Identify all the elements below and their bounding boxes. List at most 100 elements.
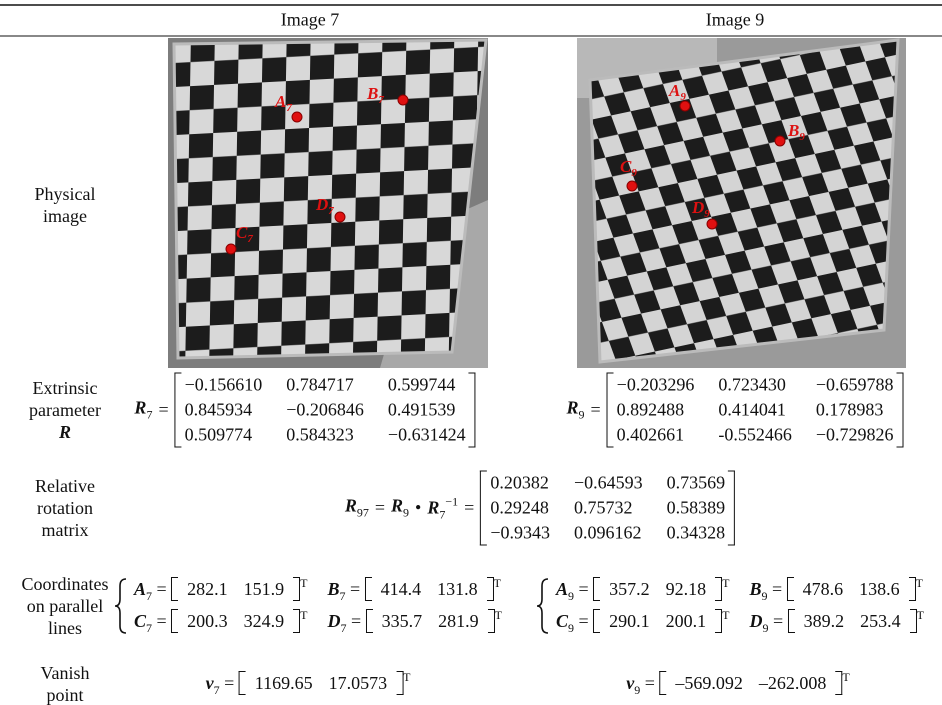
matrix-cell: −0.9343 bbox=[490, 521, 550, 546]
vector-equation: v7 = 1169.6517.0573T bbox=[206, 673, 411, 693]
bracket-left bbox=[788, 609, 795, 633]
bracket-left bbox=[365, 577, 372, 601]
matrix-cell: 0.20382 bbox=[490, 471, 550, 496]
transpose: T bbox=[722, 576, 729, 590]
bracket-left bbox=[171, 609, 178, 633]
matrix-cell: 0.509774 bbox=[185, 423, 263, 448]
bracket-right bbox=[715, 577, 722, 601]
row-label-line: lines bbox=[22, 617, 109, 639]
vector-equation: D7 = 335.7281.9T bbox=[328, 608, 503, 636]
image-9 bbox=[577, 38, 906, 368]
vector-value: 389.2 bbox=[804, 611, 845, 631]
matrix-cell: 0.096162 bbox=[574, 521, 643, 546]
vector-equation: D9 = 389.2253.4T bbox=[750, 608, 925, 636]
bracket-left bbox=[593, 609, 600, 633]
point-label-sub: 9 bbox=[704, 208, 710, 220]
matrix-cell: 0.584323 bbox=[286, 423, 364, 448]
transpose: T bbox=[842, 670, 849, 684]
row-label-line: Coordinates bbox=[22, 573, 109, 595]
extrinsic-equation: R9=−0.2032960.723430−0.6597880.8924880.4… bbox=[567, 373, 904, 448]
symbol-letter: R bbox=[391, 496, 403, 516]
vector-value: 92.18 bbox=[666, 579, 707, 599]
row-label: Relativerotationmatrix bbox=[35, 475, 95, 541]
vector-value: 1169.65 bbox=[255, 673, 313, 693]
symbol-letter: R bbox=[427, 497, 439, 517]
equals: = bbox=[375, 498, 385, 519]
symbol-subscript: 97 bbox=[357, 506, 369, 520]
bracket-left bbox=[607, 373, 614, 448]
row-label-line: Extrinsic bbox=[29, 377, 101, 399]
symbol-letter: B bbox=[328, 579, 340, 599]
transpose: T bbox=[917, 608, 924, 622]
symbol-subscript: 9 bbox=[634, 683, 640, 697]
row-label-line: parameter bbox=[29, 399, 101, 421]
equals: = bbox=[773, 611, 783, 631]
transpose: T bbox=[722, 608, 729, 622]
row-label-line: matrix bbox=[35, 519, 95, 541]
row-label-line: image bbox=[35, 205, 96, 227]
symbol-subscript: 7 bbox=[146, 589, 152, 603]
coordinate-system: A9 = 357.292.18TB9 = 478.6138.6TC9 = 290… bbox=[536, 576, 924, 636]
row-label-line: rotation bbox=[35, 497, 95, 519]
symbol: A7 bbox=[134, 579, 152, 599]
bracket-left bbox=[239, 671, 246, 695]
symbol-subscript: 9 bbox=[762, 589, 768, 603]
point-label-letter: D bbox=[315, 195, 328, 214]
symbol-subscript: 7 bbox=[214, 683, 220, 697]
vector: 200.3324.9 bbox=[171, 609, 300, 633]
matrix-cell: 0.414041 bbox=[718, 398, 792, 423]
operator: • bbox=[415, 498, 421, 519]
transpose: T bbox=[403, 670, 410, 684]
symbol: R9 bbox=[391, 496, 409, 521]
matrix-cell: 0.58389 bbox=[667, 496, 726, 521]
symbol: B7 bbox=[328, 579, 346, 599]
bracket-right bbox=[487, 577, 494, 601]
symbol-subscript: 9 bbox=[763, 621, 769, 635]
transpose: T bbox=[494, 576, 501, 590]
symbol: D9 bbox=[750, 611, 769, 631]
row-label-line: on parallel bbox=[22, 595, 109, 617]
point-label-sub: 9 bbox=[680, 91, 686, 103]
bracket-right bbox=[293, 577, 300, 601]
transpose: T bbox=[300, 608, 307, 622]
matrix-cell: 0.845934 bbox=[185, 398, 263, 423]
matrix-cell: 0.34328 bbox=[667, 521, 726, 546]
symbol-letter: R bbox=[134, 398, 146, 418]
point-label-letter: C bbox=[620, 157, 632, 176]
matrix: −0.2032960.723430−0.6597880.8924880.4140… bbox=[607, 373, 904, 448]
bracket-right bbox=[896, 373, 903, 448]
symbol-letter: R bbox=[345, 496, 357, 516]
point-label-letter: A bbox=[274, 92, 286, 111]
symbol: v9 bbox=[626, 673, 640, 693]
matrix-cell: 0.784717 bbox=[286, 373, 364, 398]
vector-value: 290.1 bbox=[609, 611, 650, 631]
vanish-equation: v7 = 1169.6517.0573T bbox=[206, 670, 411, 698]
vector-value: 414.4 bbox=[381, 579, 422, 599]
column-header: Image 9 bbox=[706, 10, 764, 31]
brace bbox=[536, 577, 550, 635]
symbol-letter: B bbox=[750, 579, 762, 599]
row-label-line: point bbox=[41, 684, 90, 705]
matrix-cell: 0.491539 bbox=[388, 398, 466, 423]
symbol: B9 bbox=[750, 579, 768, 599]
vector-value: 200.3 bbox=[187, 611, 228, 631]
bracket-right bbox=[909, 577, 916, 601]
symbol-letter: C bbox=[134, 611, 146, 631]
point-label-sub: 7 bbox=[378, 94, 384, 106]
brace bbox=[114, 577, 128, 635]
vector-value: –569.092 bbox=[675, 673, 743, 693]
vector-value: 138.6 bbox=[859, 579, 900, 599]
matrix-grid: −0.1566100.7847170.5997440.845934−0.2068… bbox=[185, 373, 466, 448]
coordinate-grid: A9 = 357.292.18TB9 = 478.6138.6TC9 = 290… bbox=[556, 576, 924, 636]
symbol-subscript: 7 bbox=[340, 589, 346, 603]
vector-value: 131.8 bbox=[437, 579, 478, 599]
transpose: T bbox=[495, 608, 502, 622]
equals: = bbox=[157, 611, 167, 631]
matrix-cell: 0.29248 bbox=[490, 496, 550, 521]
vector: 414.4 131.8 bbox=[365, 577, 494, 601]
symbol: C9 bbox=[556, 611, 574, 631]
equals: = bbox=[158, 400, 168, 421]
